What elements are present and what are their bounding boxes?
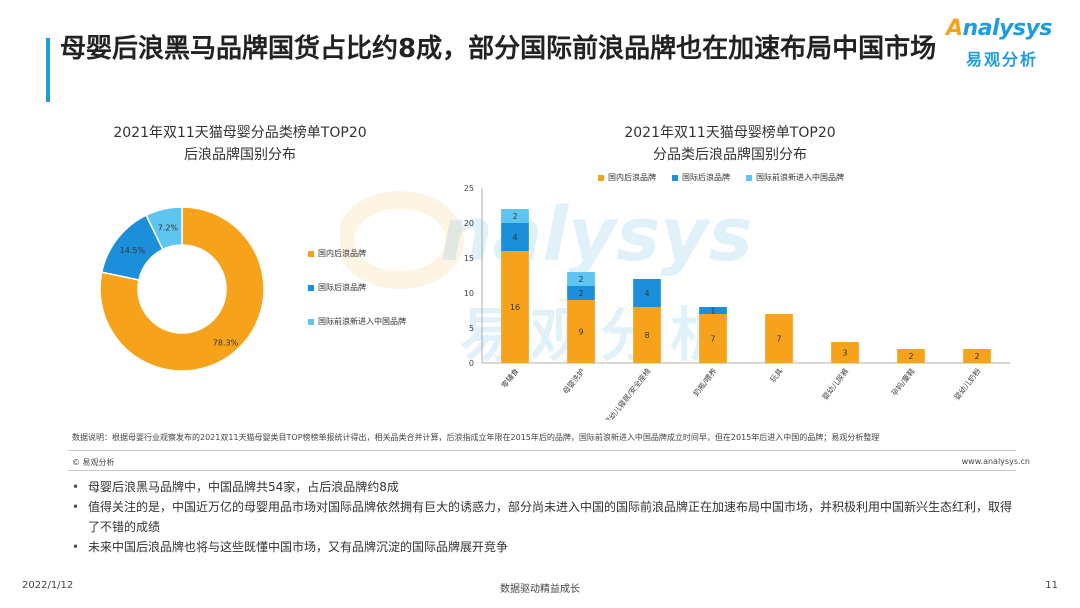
bar-value-label: 4	[512, 233, 517, 242]
bar-value-label: 7	[776, 335, 781, 344]
bar-segment	[897, 349, 925, 363]
bar-value-label: 8	[644, 331, 649, 340]
page-number: 11	[1045, 580, 1058, 591]
pie-slice	[145, 206, 183, 251]
bar-legend-item-intl-new: 国际前浪新进入中国品牌	[746, 172, 844, 183]
donut-chart: 78.3% 14.5% 7.2%	[100, 206, 265, 372]
bar-legend-item-intl: 国际后浪品牌	[672, 172, 730, 183]
bar-value-label: 16	[510, 303, 520, 312]
finding-item: 母婴后浪黑马品牌中，中国品牌共54家，占后浪品牌约8成	[70, 477, 1020, 497]
y-tick-label: 0	[469, 359, 474, 368]
bar-segment	[567, 300, 595, 363]
bar-segment	[633, 279, 661, 307]
legend-swatch-domestic	[308, 250, 314, 257]
bar-segment	[699, 314, 727, 363]
bar-value-label: 2	[578, 289, 583, 298]
bar-legend-label-intl: 国际后浪品牌	[682, 173, 730, 182]
bar-segment	[633, 307, 661, 363]
key-findings: 母婴后浪黑马品牌中，中国品牌共54家，占后浪品牌约8成 值得关注的是，中国近万亿…	[70, 477, 1020, 557]
y-tick-label: 10	[464, 289, 474, 298]
bar-segment	[501, 223, 529, 251]
y-tick-label: 20	[464, 219, 474, 228]
legend-label-domestic: 国内后浪品牌	[318, 249, 366, 258]
footer-slogan: 数据驱动精益成长	[500, 584, 580, 595]
legend-swatch-intl-new	[308, 318, 314, 325]
bar-legend-swatch-intl-new	[746, 174, 752, 181]
pie-chart-title-line1: 2021年双11天猫母婴分品类榜单TOP20	[113, 125, 367, 141]
bar-legend-item-domestic: 国内后浪品牌	[598, 172, 656, 183]
pie-slice	[100, 206, 265, 372]
bar-value-label: 2	[578, 275, 583, 284]
pie-chart-title: 2021年双11天猫母婴分品类榜单TOP20 后浪品牌国别分布	[90, 122, 390, 166]
divider	[68, 470, 1016, 471]
bar-segment	[501, 209, 529, 223]
x-tick-label: 婴幼儿奶粉	[952, 366, 983, 402]
bar-value-label: 2	[974, 352, 979, 361]
x-tick-label: 婴幼儿尿裤	[820, 366, 851, 402]
page-title: 母婴后浪黑马品牌国货占比约8成，部分国际前浪品牌也在加速布局中国市场	[60, 34, 937, 64]
bar-segment	[831, 342, 859, 363]
bar-segment	[567, 272, 595, 286]
x-tick-label: 婴幼儿寝居/安全座椅	[602, 366, 653, 420]
x-tick-label: 孕妈/童鞋	[889, 366, 917, 398]
x-tick-label: 零辅食	[499, 366, 521, 390]
website-link[interactable]: www.analysys.cn	[961, 457, 1030, 466]
bar-segment	[765, 314, 793, 363]
bar-legend: 国内后浪品牌 国际后浪品牌 国际前浪新进入中国品牌	[598, 172, 860, 183]
y-tick-label: 5	[469, 324, 474, 333]
pie-slice-label: 14.5%	[120, 246, 146, 255]
bar-legend-swatch-domestic	[598, 174, 604, 181]
pie-slice-label: 7.2%	[158, 224, 179, 233]
copyright: © 易观分析	[72, 458, 115, 467]
legend-item-domestic: 国内后浪品牌	[308, 248, 468, 259]
finding-item: 未来中国后浪品牌也将与这些既懂中国市场，又有品牌沉淀的国际品牌展开竞争	[70, 537, 1020, 557]
bar-value-label: 4	[644, 289, 649, 298]
bar-segment	[963, 349, 991, 363]
y-tick-label: 25	[464, 184, 474, 193]
logo-a-mark: A	[946, 16, 963, 41]
bar-value-label: 1	[710, 307, 715, 316]
bar-legend-label-intl-new: 国际前浪新进入中国品牌	[756, 173, 844, 182]
bar-segment	[501, 251, 529, 363]
bar-legend-swatch-intl	[672, 174, 678, 181]
bar-value-label: 7	[710, 335, 715, 344]
bar-chart-title-line1: 2021年双11天猫母婴榜单TOP20	[624, 125, 836, 141]
divider	[68, 450, 1016, 451]
bar-value-label: 9	[578, 328, 583, 337]
bar-chart-title-line2: 分品类后浪品牌国别分布	[653, 147, 807, 163]
legend-label-intl-new: 国际前浪新进入中国品牌	[318, 317, 406, 326]
pie-chart-title-line2: 后浪品牌国别分布	[184, 147, 296, 163]
legend-item-intl: 国际后浪品牌	[308, 282, 468, 293]
analysys-logo: Analysys 易观分析	[946, 16, 1064, 72]
data-note: 数据说明：根据母婴行业观察发布的2021双11天猫母婴类目TOP榜榜单报统计得出…	[72, 433, 880, 442]
stacked-bar-chart: 0 5 10 15 20 25 16 4 2 零辅食 9 2 2 母婴洗护 8 4 婴幼儿寝居/安全座椅 7 1 奶瓶…	[464, 184, 1010, 420]
legend-swatch-intl	[308, 284, 314, 291]
pie-slice-label: 78.3%	[213, 339, 239, 348]
finding-item: 值得关注的是，中国近万亿的母婴用品市场对国际品牌依然拥有巨大的诱惑力，部分尚未进…	[70, 497, 1020, 537]
title-accent-bar	[46, 38, 50, 102]
logo-text-cn: 易观分析	[966, 50, 1039, 69]
x-tick-label: 玩具	[768, 366, 785, 384]
bar-segment	[567, 286, 595, 300]
bar-value-label: 2	[908, 352, 913, 361]
pie-legend: 国内后浪品牌 国际后浪品牌 国际前浪新进入中国品牌	[308, 248, 468, 350]
bar-segment	[699, 307, 727, 314]
legend-item-intl-new: 国际前浪新进入中国品牌	[308, 316, 468, 327]
x-tick-label: 母婴洗护	[560, 366, 586, 396]
bar-value-label: 3	[842, 349, 847, 358]
y-tick-label: 15	[464, 254, 474, 263]
bar-value-label: 2	[512, 212, 517, 221]
legend-label-intl: 国际后浪品牌	[318, 283, 366, 292]
bar-chart-title: 2021年双11天猫母婴榜单TOP20 分品类后浪品牌国别分布	[560, 122, 900, 166]
footer-date: 2022/1/12	[22, 580, 74, 591]
x-tick-label: 奶瓶/喂养	[691, 366, 719, 398]
logo-text-en: nalysys	[962, 16, 1053, 41]
bar-legend-label-domestic: 国内后浪品牌	[608, 173, 656, 182]
